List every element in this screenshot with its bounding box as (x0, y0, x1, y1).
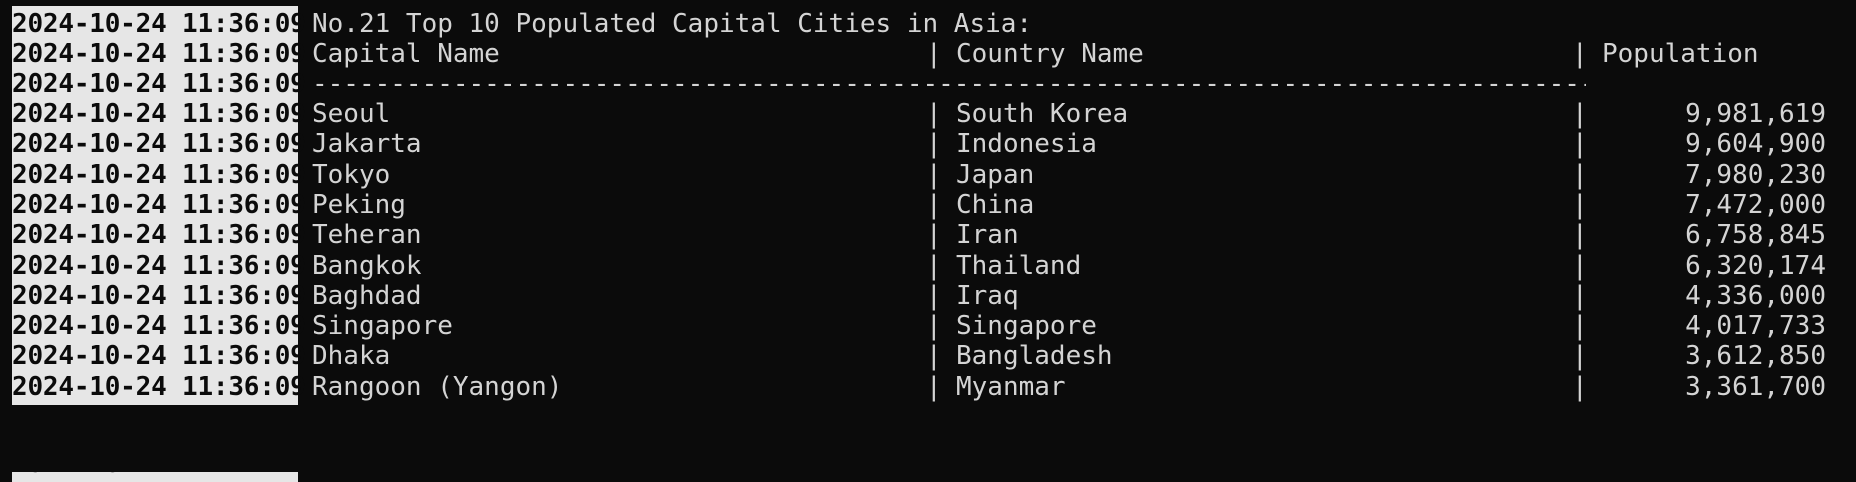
cell-population: 9,604,900 (1685, 129, 1826, 159)
cell-country-name: Thailand (956, 251, 1082, 281)
log-timestamp: 2024-10-24 11:36:09 (12, 126, 306, 162)
cell-country-name: Bangladesh (956, 341, 1113, 371)
cell-population: 7,472,000 (1685, 190, 1826, 220)
cell-population: 6,320,174 (1685, 251, 1826, 281)
log-timestamp: 2024-10-24 11:36:09 (12, 338, 306, 374)
cell-capital-name: Jakarta (312, 129, 422, 159)
column-separator: | (1572, 190, 1588, 220)
cell-country-name: Iraq (956, 281, 1019, 311)
log-line-title: 2024-10-24 11:36:09 No.21 Top 10 Populat… (0, 6, 1856, 42)
column-separator: | (1572, 220, 1588, 250)
cell-population: 3,361,700 (1685, 372, 1826, 402)
log-timestamp: 2024-10-24 11:36:09 (12, 369, 306, 405)
column-separator: | (1572, 99, 1588, 129)
cell-capital-name: Tokyo (312, 160, 391, 190)
column-separator: | (926, 251, 942, 281)
table-row: 2024-10-24 11:36:09 Rangoon (Yangon) | Myan… (0, 369, 1856, 405)
cell-country-name: Japan (956, 160, 1035, 190)
table-row: 2024-10-24 11:36:09 Singapore | Singapore | 4… (0, 308, 1856, 344)
table-row: 2024-10-24 11:36:09 Teheran | Iran | 6,758,84… (0, 217, 1856, 253)
table-row: 2024-10-24 11:36:09 Jakarta | Indonesia | 9,6… (0, 126, 1856, 162)
log-timestamp: 2024-10-24 11:36:09 (12, 472, 298, 482)
header-population: Population (1602, 39, 1759, 69)
header-country-name: Country Name (956, 39, 1144, 69)
column-separator: | (926, 281, 942, 311)
column-separator: | (926, 160, 942, 190)
cell-country-name: China (956, 190, 1035, 220)
cell-population: 6,758,845 (1685, 220, 1826, 250)
table-row: 2024-10-24 11:36:09 Dhaka | Bangladesh | 3,61… (0, 338, 1856, 374)
cell-population: 4,336,000 (1685, 281, 1826, 311)
table-row: 2024-10-24 11:36:09 Bangkok | Thailand | 6,32… (0, 248, 1856, 284)
column-separator: | (1572, 129, 1588, 159)
table-divider: ----------------------------------------… (312, 69, 1586, 99)
column-separator: | (926, 220, 942, 250)
cell-capital-name: Seoul (312, 99, 391, 129)
log-line-partial: 2024-10-24 11:36:09 (0, 472, 300, 482)
column-separator: | (926, 341, 942, 371)
cell-country-name: Iran (956, 220, 1019, 250)
column-separator: | (926, 99, 942, 129)
cell-capital-name: Peking (312, 190, 406, 220)
column-separator: | (1572, 311, 1588, 341)
cell-country-name: Myanmar (956, 372, 1066, 402)
cell-population: 4,017,733 (1685, 311, 1826, 341)
log-timestamp: 2024-10-24 11:36:09 (12, 217, 306, 253)
column-separator: | (1572, 281, 1588, 311)
cell-population: 3,612,850 (1685, 341, 1826, 371)
cell-capital-name: Teheran (312, 220, 422, 250)
cell-population: 9,981,619 (1685, 99, 1826, 129)
cell-country-name: Singapore (956, 311, 1097, 341)
cell-capital-name: Bangkok (312, 251, 422, 281)
cell-capital-name: Rangoon (Yangon) (312, 372, 563, 402)
cell-country-name: Indonesia (956, 129, 1097, 159)
header-capital-name: Capital Name (312, 39, 500, 69)
column-separator: | (1572, 372, 1588, 402)
column-separator: | (926, 39, 942, 69)
column-separator: | (926, 190, 942, 220)
column-separator: | (1572, 160, 1588, 190)
cell-capital-name: Dhaka (312, 341, 391, 371)
column-separator: | (926, 372, 942, 402)
column-separator: | (926, 311, 942, 341)
cell-capital-name: Singapore (312, 311, 453, 341)
column-separator: | (1572, 251, 1588, 281)
column-separator: | (926, 129, 942, 159)
column-separator: | (1572, 341, 1588, 371)
column-separator: | (1572, 39, 1588, 69)
table-row: 2024-10-24 11:36:09 Tokyo | Japan | 7,980,230 (0, 157, 1856, 193)
cell-population: 7,980,230 (1685, 160, 1826, 190)
log-timestamp: 2024-10-24 11:36:09 (12, 248, 306, 284)
table-title: No.21 Top 10 Populated Capital Cities in… (312, 9, 1033, 39)
cell-country-name: South Korea (956, 99, 1129, 129)
cell-capital-name: Baghdad (312, 281, 422, 311)
